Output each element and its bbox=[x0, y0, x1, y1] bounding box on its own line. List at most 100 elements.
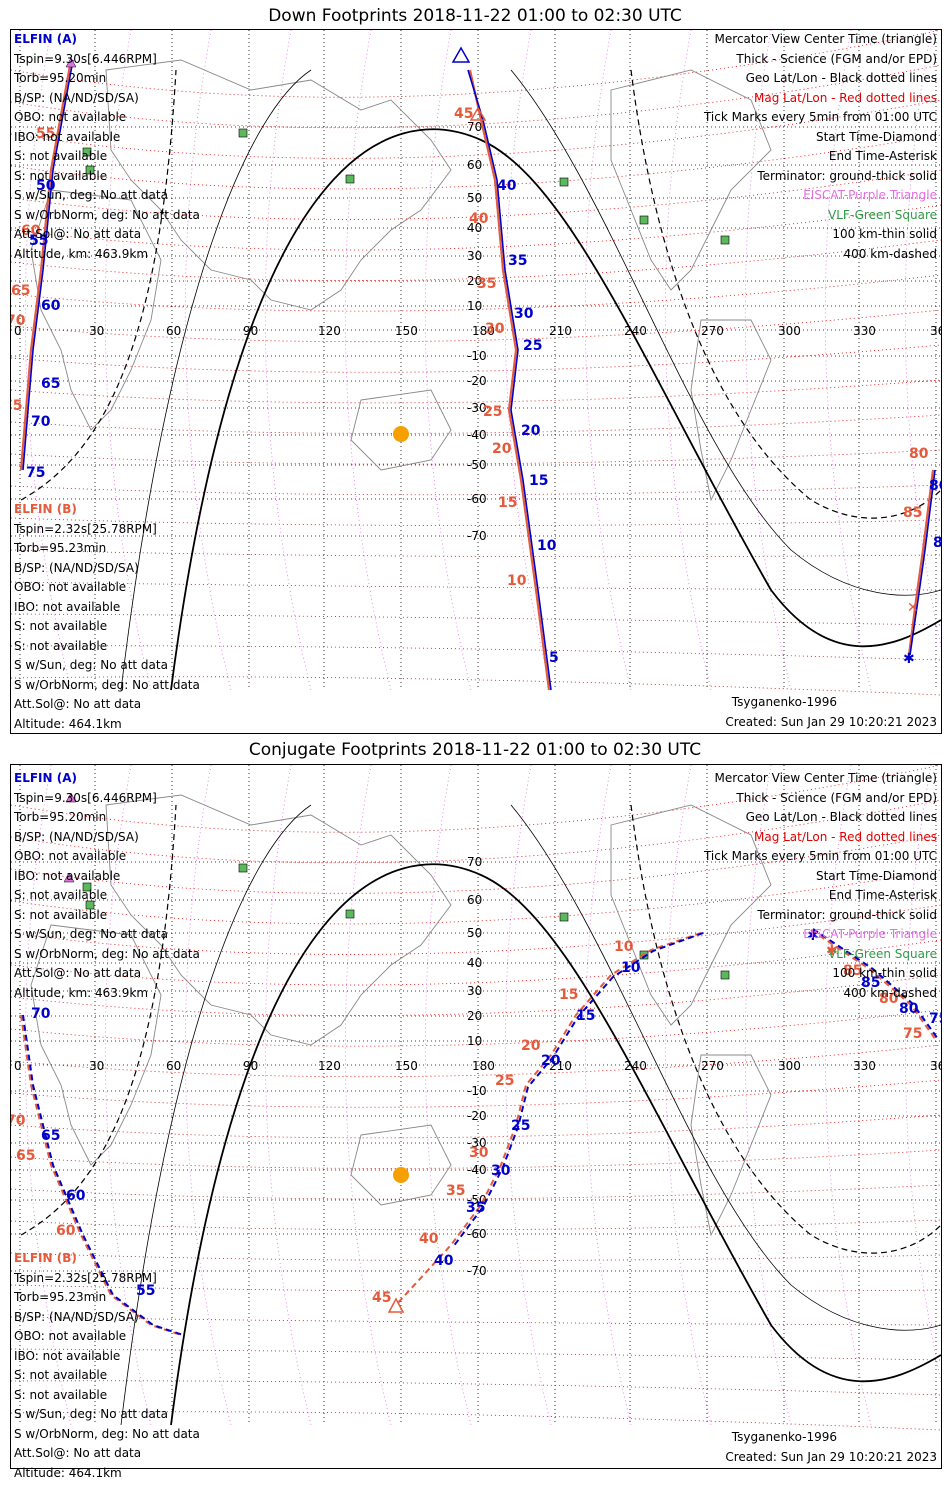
mag-parallel bbox=[11, 517, 941, 526]
info-line: S w/Sun, deg: No att data bbox=[14, 927, 168, 941]
vlf-square-marker bbox=[639, 215, 649, 225]
elfin-a-tick-label: 55 bbox=[136, 1283, 155, 1299]
elfin-a-info: ELFIN (A) Tspin=9.30s[6.446RPM] Torb=95.… bbox=[14, 30, 200, 264]
lat-tick-label: 70 bbox=[467, 855, 482, 869]
asterisk-marker-icon: ✱ bbox=[807, 928, 819, 944]
elfin-b-tick-label: 85 bbox=[843, 963, 862, 979]
elfin-a-track bbox=[452, 932, 704, 1248]
footer-model: Tsyganenko-1996 bbox=[731, 1430, 837, 1444]
mag-parallel bbox=[11, 799, 941, 864]
legend-item: End Time-Asterisk bbox=[828, 888, 937, 902]
legend-item: End Time-Asterisk bbox=[828, 149, 937, 163]
eiscat-triangle-marker bbox=[63, 872, 75, 883]
terminator-100km bbox=[120, 804, 941, 1426]
legend-item: Terminator: ground-thick solid bbox=[757, 907, 937, 922]
elfin-a-tick-label: 35 bbox=[508, 253, 527, 269]
mag-meridian bbox=[504, 30, 552, 691]
lon-tick-label: 270 bbox=[701, 1059, 724, 1073]
elfin-b-tick-label: 35 bbox=[446, 1183, 465, 1199]
vlf-square-marker bbox=[82, 882, 92, 892]
elfin-a-tick-label: 10 bbox=[621, 960, 641, 976]
mag-parallel bbox=[11, 239, 941, 281]
info-line: S w/OrbNorm, deg: No att data bbox=[14, 946, 200, 961]
land-outline bbox=[610, 69, 772, 291]
info-line: Att.Sol@: No att data bbox=[14, 227, 142, 241]
lat-tick-label: -60 bbox=[467, 1227, 487, 1241]
elfin-b-track-east bbox=[907, 469, 935, 656]
info-line: S: not available bbox=[14, 1387, 108, 1402]
legend-item: Mercator View Center Time (triangle) bbox=[714, 32, 937, 46]
elfin-a-tick-label: 25 bbox=[511, 1118, 530, 1134]
legend-item: Mag Lat/Lon - Red dotted lines bbox=[753, 90, 937, 105]
elfin-b-name: ELFIN (B) bbox=[14, 1251, 77, 1265]
info-line: Altitude: 464.1km bbox=[14, 716, 122, 731]
legend-item: Start Time-Diamond bbox=[815, 129, 937, 144]
elfin-a-tick-label: 30 bbox=[514, 306, 534, 322]
panel-title-conjugate: Conjugate Footprints 2018-11-22 01:00 to… bbox=[248, 740, 702, 760]
info-line: B/SP: (NA/ND/SD/SA) bbox=[14, 560, 139, 575]
info-line: S w/OrbNorm, deg: No att data bbox=[14, 677, 200, 692]
elfin-a-tick-label: 65 bbox=[41, 1128, 60, 1144]
lon-tick-label: 240 bbox=[624, 1059, 647, 1073]
lat-tick-label: -50 bbox=[467, 1193, 487, 1207]
legend-item: VLF-Green Square bbox=[828, 207, 937, 222]
mag-parallel bbox=[11, 1252, 941, 1261]
elfin-b-track-west bbox=[20, 1014, 182, 1336]
elfin-b-tick-label: 80 bbox=[909, 446, 929, 462]
info-line: S: not available bbox=[14, 638, 108, 653]
elfin-a-tick-label: 35 bbox=[466, 1200, 485, 1216]
elfin-b-track-east bbox=[810, 929, 937, 1041]
mag-parallel bbox=[11, 765, 941, 833]
elfin-b-tick-label: 85 bbox=[903, 505, 922, 521]
lon-tick-label: 30 bbox=[89, 324, 104, 338]
elfin-b-tick-label: 30 bbox=[469, 1145, 489, 1161]
lon-tick-label: 0 bbox=[14, 324, 22, 338]
mag-meridian bbox=[264, 765, 312, 1426]
lat-tick-label: 40 bbox=[467, 221, 482, 235]
elfin-a-tick-label: 60 bbox=[66, 1188, 86, 1204]
triangle-marker-icon bbox=[387, 1297, 405, 1313]
lon-tick-label: 0 bbox=[14, 1059, 22, 1073]
info-line: S: not available bbox=[14, 619, 108, 633]
vlf-square-marker bbox=[559, 177, 569, 187]
elfin-a-track-west bbox=[22, 1014, 184, 1336]
legend-item: Thick - Science (FGM and/or EPD) bbox=[736, 51, 937, 66]
land-outline bbox=[350, 389, 452, 471]
elfin-a-tick-label: 5 bbox=[549, 650, 559, 666]
legend-item: Mercator View Center Time (triangle) bbox=[714, 771, 937, 785]
legend-item: Tick Marks every 5min from 01:00 UTC bbox=[703, 849, 937, 863]
elfin-a-info: ELFIN (A) Tspin=9.30s[6.446RPM] Torb=95.… bbox=[14, 769, 200, 1003]
footer-model: Tsyganenko-1996 bbox=[731, 695, 837, 709]
sun-icon bbox=[393, 426, 409, 442]
elfin-a-tick-label: 85 bbox=[933, 535, 941, 551]
lon-tick-label: 60 bbox=[166, 1059, 181, 1073]
legend-item: Mag Lat/Lon - Red dotted lines bbox=[753, 829, 937, 844]
mag-parallel bbox=[11, 1184, 941, 1200]
elfin-a-name: ELFIN (A) bbox=[14, 771, 77, 785]
footer-created: Created: Sun Jan 29 10:20:21 2023 bbox=[725, 715, 937, 729]
asterisk-marker-icon: ✱ bbox=[826, 943, 838, 959]
info-line: OBO: not available bbox=[14, 849, 127, 863]
mag-parallel bbox=[11, 1380, 941, 1396]
elfin-a-track-east bbox=[909, 469, 936, 656]
elfin-a-tick-label: 20 bbox=[541, 1053, 561, 1069]
mag-parallel bbox=[11, 549, 941, 558]
terminator-100km bbox=[120, 69, 941, 691]
lat-tick-label: 60 bbox=[467, 893, 482, 907]
map-frame-down: 0 30 60 90 120 150 180 210 240 270 300 330 360 70 60 50… bbox=[10, 29, 942, 734]
info-line: S: not available bbox=[14, 149, 108, 163]
land-outline bbox=[690, 319, 772, 502]
lat-tick-label: 10 bbox=[467, 1034, 482, 1048]
elfin-b-tick-label: 45 bbox=[454, 106, 473, 122]
elfin-b-tick-label: 15 bbox=[559, 987, 578, 1003]
info-line: Torb=95.23min bbox=[14, 1290, 107, 1304]
elfin-b-tick-label: 35 bbox=[477, 276, 496, 292]
info-line: Tspin=9.30s[6.446RPM] bbox=[14, 790, 157, 805]
mag-parallel bbox=[11, 274, 941, 312]
mag-parallel bbox=[11, 30, 941, 98]
info-line: S w/Sun, deg: No att data bbox=[14, 1407, 168, 1421]
end-marker-icon: ✕ bbox=[907, 600, 919, 616]
map-frame-conjugate: 0 30 60 90 120 150 180 210 240 270 300 330 360 70 60 50… bbox=[10, 764, 942, 1480]
vlf-square-marker bbox=[559, 912, 569, 922]
legend-item: Geo Lat/Lon - Black dotted lines bbox=[745, 810, 937, 824]
